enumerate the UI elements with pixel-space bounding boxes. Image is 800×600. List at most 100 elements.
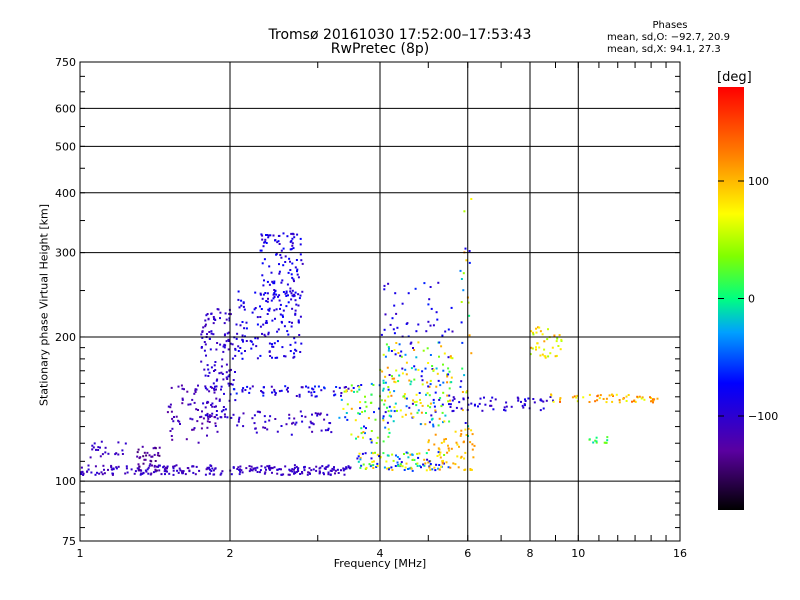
data-point — [307, 386, 310, 389]
data-point — [151, 464, 153, 467]
data-point — [177, 385, 180, 388]
data-point — [334, 393, 337, 396]
data-point — [638, 395, 641, 398]
data-point — [298, 297, 301, 300]
data-point — [295, 421, 298, 424]
data-point — [250, 347, 253, 350]
data-point — [396, 461, 399, 464]
data-point — [256, 323, 259, 326]
data-point — [271, 319, 274, 322]
data-point — [259, 325, 262, 328]
data-point — [403, 393, 406, 396]
data-point — [425, 330, 428, 333]
data-point — [365, 427, 367, 430]
data-point — [347, 387, 350, 390]
data-point — [285, 305, 288, 308]
data-point — [423, 464, 426, 467]
data-point — [260, 308, 263, 310]
data-point — [205, 468, 208, 471]
data-point — [215, 410, 218, 412]
data-point — [204, 343, 207, 346]
data-point — [166, 465, 169, 468]
data-point — [379, 456, 382, 458]
data-point — [211, 412, 214, 415]
data-point — [419, 398, 421, 401]
data-point — [448, 420, 451, 423]
data-point — [473, 444, 476, 447]
data-point — [573, 395, 576, 398]
data-point — [386, 421, 389, 424]
data-point — [209, 415, 211, 418]
data-point — [431, 368, 434, 370]
data-point — [382, 417, 385, 420]
data-point — [201, 422, 204, 425]
data-point — [421, 404, 424, 407]
data-point — [292, 356, 295, 359]
data-point — [445, 438, 447, 440]
data-point — [469, 468, 472, 470]
data-point — [289, 343, 292, 346]
data-point — [286, 386, 289, 389]
data-point — [177, 471, 180, 474]
data-point — [237, 350, 240, 352]
data-point — [194, 389, 197, 392]
data-point — [470, 198, 473, 200]
data-point — [383, 466, 386, 469]
data-point — [315, 469, 318, 472]
data-point — [238, 306, 241, 309]
data-point — [422, 349, 425, 352]
data-point — [310, 469, 313, 472]
data-point — [172, 467, 175, 470]
data-point — [434, 410, 437, 413]
data-point — [395, 454, 397, 457]
data-point — [210, 404, 213, 406]
data-point — [543, 340, 546, 343]
data-point — [224, 312, 227, 315]
data-point — [503, 406, 506, 409]
data-point — [290, 292, 293, 295]
data-point — [467, 403, 470, 406]
data-point — [406, 452, 409, 455]
data-point — [386, 467, 389, 470]
data-point — [306, 473, 309, 476]
data-point — [192, 471, 195, 474]
data-point — [202, 402, 205, 405]
data-point — [336, 468, 339, 471]
data-point — [392, 420, 395, 423]
data-point — [473, 404, 476, 407]
data-point — [264, 420, 267, 423]
data-point — [417, 341, 420, 344]
data-point — [315, 395, 318, 398]
data-point — [206, 313, 209, 315]
data-point — [311, 413, 313, 416]
data-point — [221, 470, 224, 473]
data-point — [462, 289, 465, 292]
data-point — [204, 414, 207, 417]
data-point — [222, 409, 225, 412]
colorbar-tick-label: 0 — [748, 293, 755, 306]
y-tick-label: 500 — [55, 140, 76, 153]
colorbar-ticks: 100 0 −100 — [718, 175, 778, 423]
data-point — [150, 472, 153, 475]
data-point — [405, 405, 408, 408]
data-point — [551, 346, 554, 349]
data-point — [398, 457, 401, 460]
data-point — [311, 430, 314, 433]
data-point — [301, 471, 303, 474]
data-point — [171, 417, 174, 420]
data-point — [265, 300, 268, 302]
data-point — [318, 470, 321, 473]
data-point — [155, 469, 158, 472]
data-point — [298, 334, 301, 336]
data-point — [363, 425, 365, 428]
data-point — [264, 426, 267, 429]
data-point — [410, 341, 413, 344]
data-point — [90, 471, 93, 474]
data-point — [447, 328, 450, 331]
data-point — [213, 387, 215, 390]
data-point — [181, 471, 184, 474]
data-point — [446, 451, 449, 454]
data-point — [293, 293, 296, 296]
data-point — [298, 395, 301, 398]
data-point — [432, 401, 435, 404]
